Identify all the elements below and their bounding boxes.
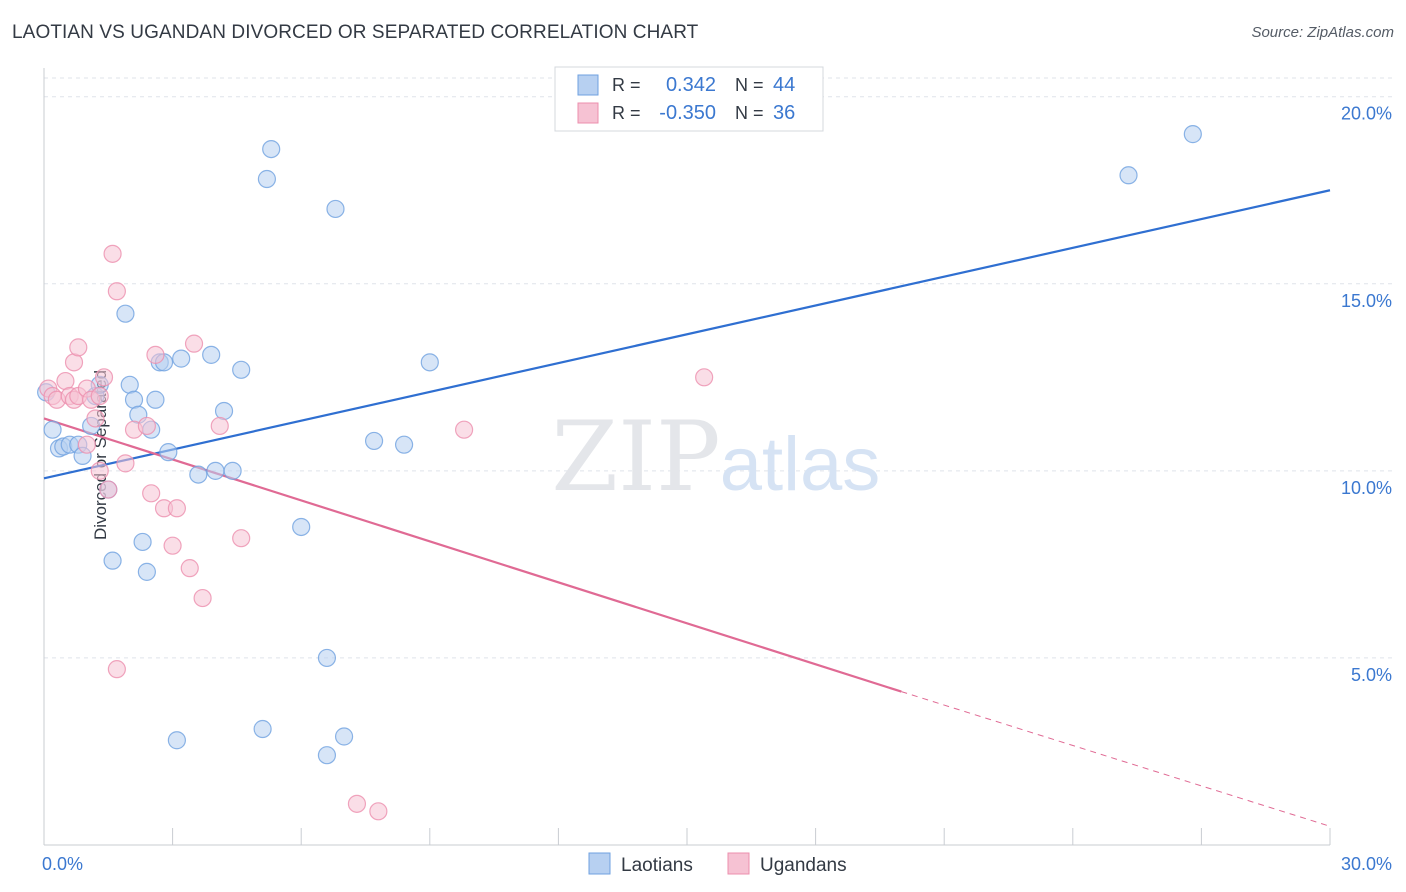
laotian-point [1183, 125, 1202, 144]
legend-r-value: -0.350 [659, 102, 716, 124]
laotian-point [364, 431, 384, 451]
ugandan-point [94, 368, 114, 387]
laotian-point [133, 532, 152, 552]
laotian-point [317, 746, 337, 765]
bottom-legend-swatch [588, 852, 611, 875]
laotian-point [1119, 166, 1138, 185]
laotian-trend-line [43, 189, 1331, 480]
legend-n-value: 44 [773, 74, 795, 96]
bottom-legend-label: Ugandans [760, 855, 847, 876]
ugandan-point [163, 536, 182, 555]
laotian-point [116, 304, 135, 323]
ugandan-point [193, 588, 212, 608]
bottom-legend-label: Laotians [621, 855, 693, 876]
laotian-point [137, 562, 156, 581]
legend-swatch [577, 102, 599, 124]
y-tick-label: 20.0% [1341, 104, 1392, 124]
ugandan-point [90, 386, 109, 406]
ugandan-point [86, 409, 105, 428]
ugandan-point [695, 368, 714, 387]
bottom-legend: Laotians Ugandans [588, 852, 847, 876]
legend-r-label: R = [612, 103, 641, 123]
ugandan-point [77, 435, 96, 454]
laotian-point [253, 719, 272, 739]
laotian-point [159, 443, 178, 462]
ugandan-point [137, 416, 156, 436]
legend-swatch [577, 74, 599, 96]
ugandan-point [103, 244, 122, 263]
ugandan-point [90, 461, 109, 480]
laotian-point [124, 390, 144, 409]
ugandan-point [180, 559, 199, 578]
laotian-point [292, 517, 311, 537]
laotian-point [223, 461, 242, 480]
ugandan-point [69, 338, 88, 357]
x-tick-label-left: 0.0% [42, 854, 83, 874]
ugandan-point [116, 454, 135, 473]
x-tick-label-right: 30.0% [1341, 854, 1392, 874]
legend-n-label: N = [735, 103, 764, 123]
ugandan-point [64, 353, 84, 372]
y-tick-label: 5.0% [1351, 665, 1392, 685]
laotian-point [257, 169, 277, 189]
laotian-point [214, 401, 234, 421]
laotian-point [394, 435, 414, 454]
ugandan-trend-line [901, 691, 1331, 827]
laotian-point [232, 360, 251, 379]
ugandan-trend-line [43, 417, 902, 693]
laotian-point [334, 727, 354, 746]
y-tick-label: 15.0% [1341, 291, 1392, 311]
laotian-point [317, 648, 337, 668]
laotian-point [189, 465, 208, 484]
y-tick-label: 10.0% [1341, 478, 1392, 498]
ugandan-point [347, 794, 367, 813]
ugandan-point [146, 345, 165, 364]
ugandan-point [56, 371, 75, 391]
laotian-point [172, 349, 191, 368]
axes [43, 68, 1331, 846]
ugandan-point [454, 420, 474, 439]
ugandan-point [232, 529, 251, 548]
legend-r-value: 0.342 [666, 74, 716, 96]
legend-n-value: 36 [773, 102, 795, 124]
bottom-legend-swatch [727, 852, 750, 875]
ugandan-point [167, 499, 186, 518]
laotian-point [103, 551, 122, 570]
laotian-point [262, 139, 281, 159]
laotian-point [43, 420, 62, 439]
watermark: ZIP atlas [551, 401, 880, 513]
laotian-point [167, 731, 186, 750]
ugandan-point [210, 416, 229, 436]
tick-labels: 5.0% 10.0% 15.0% 20.0% 0.0% 30.0% [42, 104, 1392, 874]
watermark-zip: ZIP [551, 401, 720, 513]
trend-lines [43, 189, 1331, 827]
laotian-point [420, 353, 439, 372]
ugandan-point [184, 334, 204, 353]
ugandan-point [99, 480, 118, 499]
chart-title: LAOTIAN VS UGANDAN DIVORCED OR SEPARATED… [12, 22, 699, 43]
laotian-point [146, 390, 165, 409]
legend-n-label: N = [735, 75, 764, 95]
legend-frame [554, 66, 824, 132]
laotian-point [202, 345, 221, 364]
watermark-atlas: atlas [720, 422, 881, 507]
data-points [37, 125, 1202, 821]
legend-box: R = 0.342 N = 44 R = -0.350 N = 36 [554, 66, 824, 132]
ugandan-point [107, 282, 126, 301]
laotian-point [326, 199, 345, 219]
laotian-point [206, 461, 225, 480]
legend-r-label: R = [612, 75, 641, 95]
laotian-point [120, 375, 139, 394]
source-note: Source: ZipAtlas.com [1251, 24, 1394, 41]
ugandan-point [369, 802, 388, 821]
ugandan-point [107, 660, 126, 679]
ugandan-point [142, 484, 161, 503]
